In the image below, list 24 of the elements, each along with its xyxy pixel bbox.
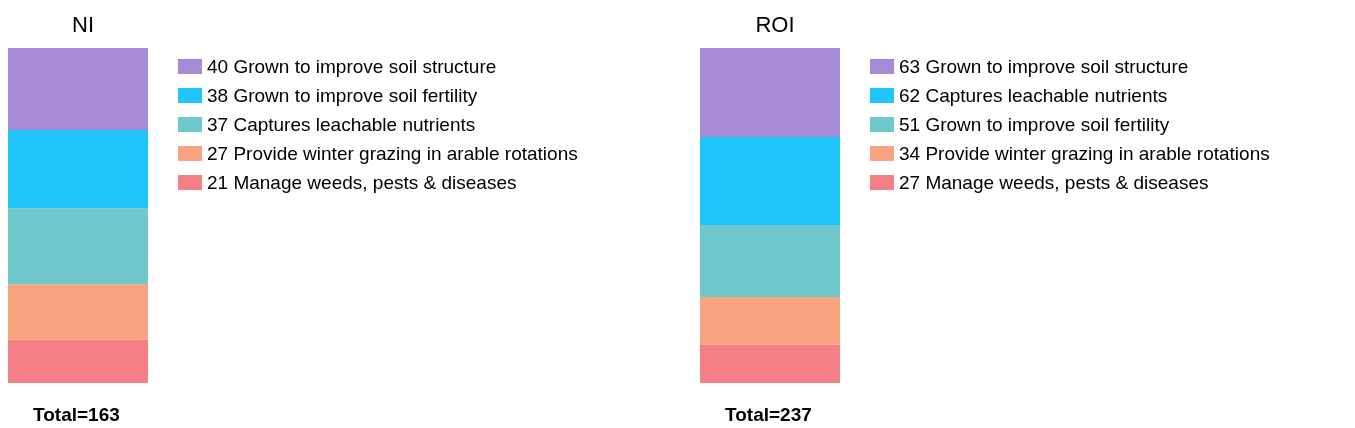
text: Total=237: [725, 404, 812, 425]
chart-title: ROI: [755, 11, 795, 37]
legend-label: 34 Provide winter grazing in arable rotations: [899, 143, 1270, 164]
bar: [8, 48, 148, 131]
bar: [700, 137, 840, 225]
bar: [700, 344, 840, 383]
legend-label: 40 Grown to improve soil structure: [207, 56, 497, 77]
legend-label: 38 Grown to improve soil fertility: [207, 85, 478, 106]
legend-label: 21 Manage weeds, pests & diseases: [207, 172, 517, 193]
text: Total=163: [33, 404, 120, 425]
legend-label: 51 Grown to improve soil fertility: [899, 114, 1170, 135]
bar: [8, 284, 148, 340]
legend-label: 63 Grown to improve soil structure: [899, 56, 1189, 77]
legend-label: 62 Captures leachable nutrients: [899, 85, 1168, 106]
bar: [8, 339, 148, 383]
legend-label: 27 Manage weeds, pests & diseases: [899, 172, 1209, 193]
bar: [8, 208, 148, 285]
legend-label: 37 Captures leachable nutrients: [207, 114, 476, 135]
bar: [700, 48, 840, 138]
chart-title: NI: [72, 11, 94, 37]
bar: [700, 296, 840, 345]
bar: [8, 130, 148, 209]
legend-label: 27 Provide winter grazing in arable rotations: [207, 143, 578, 164]
bar: [700, 224, 840, 297]
